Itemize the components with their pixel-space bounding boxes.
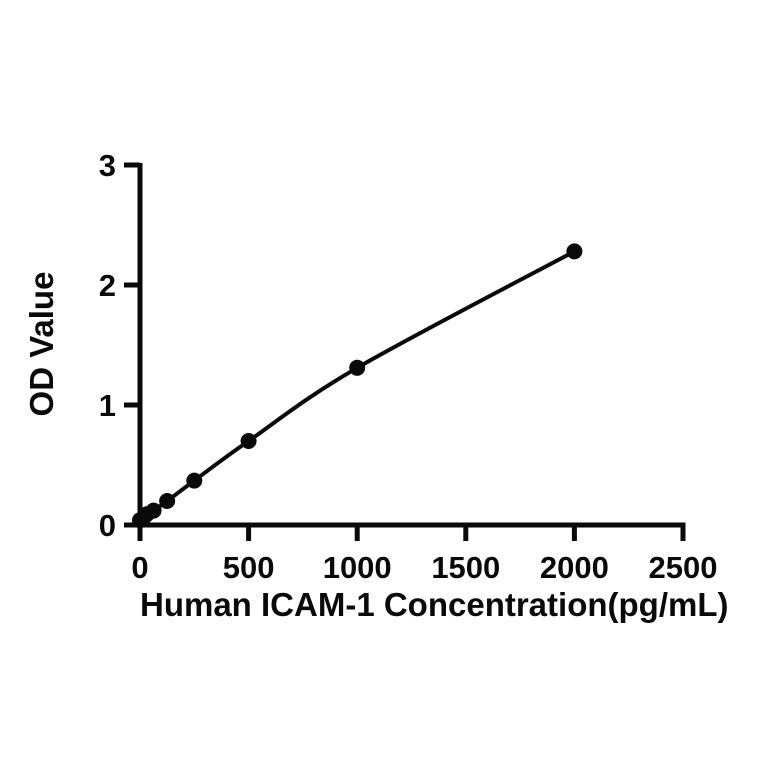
x-tick-label: 0: [131, 550, 148, 585]
standard-curve-line: [138, 249, 577, 523]
x-tick-label: 2000: [540, 550, 609, 585]
x-tick-label: 1500: [431, 550, 500, 585]
x-tick-label: 2500: [649, 550, 718, 585]
data-point-marker: [186, 472, 203, 489]
x-tick-label: 1000: [323, 550, 392, 585]
y-axis-title: OD Value: [23, 271, 60, 417]
x-axis-title: Human ICAM-1 Concentration(pg/mL): [140, 586, 729, 623]
data-point-marker: [240, 433, 257, 449]
y-tick-label: 1: [99, 388, 116, 423]
data-point-marker: [566, 243, 583, 260]
x-tick-label: 500: [223, 550, 275, 585]
y-tick-label: 0: [99, 508, 116, 543]
data-point-marker: [159, 493, 176, 509]
data-point-marker: [145, 502, 162, 519]
y-tick-label: 2: [99, 268, 116, 303]
data-point-marker: [349, 359, 366, 376]
y-tick-label: 3: [99, 148, 116, 183]
